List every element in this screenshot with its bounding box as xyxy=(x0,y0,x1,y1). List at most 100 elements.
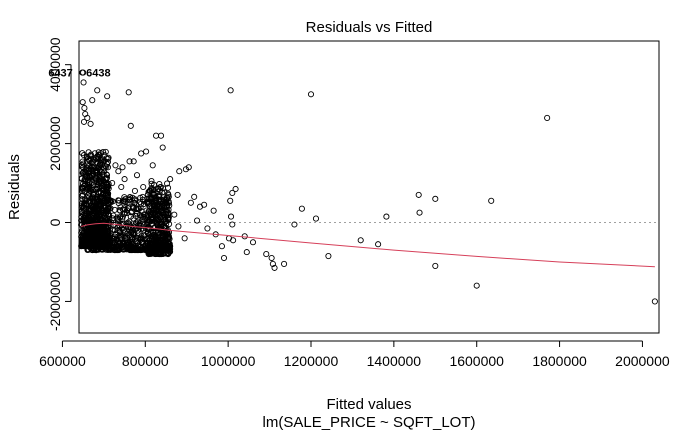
data-point-1404 xyxy=(117,204,124,211)
data-point-1761 xyxy=(383,213,390,220)
plot-area: 6437 6438 xyxy=(48,68,659,305)
data-point-1415 xyxy=(107,246,114,253)
data-point-931 xyxy=(111,206,118,213)
data-point-1720 xyxy=(143,148,150,155)
data-point-643 xyxy=(84,178,91,185)
data-point-1280 xyxy=(130,215,137,222)
data-point-1729 xyxy=(96,152,103,159)
data-point-1734 xyxy=(167,176,174,183)
data-point-1394 xyxy=(120,246,127,253)
data-point-1382 xyxy=(103,216,110,224)
data-point-277 xyxy=(102,148,109,155)
data-point-1334 xyxy=(117,228,124,235)
data-point-1704 xyxy=(94,87,101,94)
data-point-1431 xyxy=(89,219,96,226)
data-point-1751 xyxy=(268,254,275,262)
data-point-1711 xyxy=(81,105,88,112)
data-point-1778 xyxy=(171,211,178,218)
data-point-717 xyxy=(100,185,107,193)
y-tick-label-2: 2000000 xyxy=(47,116,63,171)
data-point-1728 xyxy=(176,168,183,175)
data-point-1736 xyxy=(174,191,181,198)
data-point-1749 xyxy=(249,239,257,246)
data-point-292 xyxy=(91,150,98,157)
data-point-1763 xyxy=(416,209,423,216)
data-point-1762 xyxy=(415,191,422,198)
data-point-1707 xyxy=(125,89,132,96)
data-point-1622 xyxy=(165,193,172,200)
data-point-466 xyxy=(79,188,86,195)
data-point-1669 xyxy=(148,214,155,221)
data-point-1437 xyxy=(115,246,122,253)
data-point-1767 xyxy=(488,197,495,204)
data-point-1746 xyxy=(230,237,237,244)
data-point-1225 xyxy=(125,205,132,212)
data-point-1741 xyxy=(232,185,239,193)
data-point-1189 xyxy=(116,197,123,204)
data-point-1760 xyxy=(375,241,382,248)
data-point-1735 xyxy=(154,185,161,193)
data-point-621 xyxy=(79,192,86,199)
data-point-1422 xyxy=(120,243,127,250)
data-point-1692 xyxy=(166,220,173,228)
data-point-1447 xyxy=(104,238,111,245)
data-point-1331 xyxy=(114,217,121,224)
data-point-657 xyxy=(86,157,93,165)
data-point-724 xyxy=(105,180,112,188)
data-point-1702 xyxy=(80,79,87,86)
data-point-1757 xyxy=(312,215,320,222)
x-tick-label-4: 1400000 xyxy=(367,353,422,369)
data-point-1681 xyxy=(158,213,165,221)
data-point-1731 xyxy=(104,164,112,171)
y-axis-label: Residuals xyxy=(6,154,23,220)
y-axis: -2000000 0 2000000 4000000 xyxy=(47,37,72,331)
data-point-1380 xyxy=(105,197,112,204)
data-point-1638 xyxy=(147,187,154,194)
data-point-1634 xyxy=(159,189,166,196)
data-point-1592 xyxy=(145,188,152,195)
plot-frame xyxy=(78,40,660,334)
outlier-label-6437: 6437 xyxy=(48,68,72,80)
data-point-1723 xyxy=(126,158,133,165)
data-point-716 xyxy=(97,180,105,187)
data-point-593 xyxy=(80,164,87,171)
data-point-1377 xyxy=(136,212,143,219)
data-point-1433 xyxy=(132,247,139,254)
data-point-1360 xyxy=(119,198,126,205)
data-point-1347 xyxy=(95,202,103,209)
data-point-1192 xyxy=(97,195,104,202)
data-points xyxy=(78,69,658,305)
data-point-1436 xyxy=(86,232,93,239)
data-point-1676 xyxy=(150,191,157,198)
data-point-708 xyxy=(88,172,95,179)
data-point-469 xyxy=(79,180,87,187)
data-point-1663 xyxy=(152,197,159,204)
data-point-1695 xyxy=(163,246,170,253)
data-point-1706 xyxy=(104,93,111,100)
data-point-1754 xyxy=(281,260,288,268)
data-point-1142 xyxy=(94,196,101,203)
data-point-1426 xyxy=(136,220,143,227)
data-point-1643 xyxy=(154,239,161,246)
data-point-723 xyxy=(100,165,108,172)
data-point-647 xyxy=(93,166,100,174)
y-tick-label-3: 4000000 xyxy=(47,37,63,92)
data-point-1747 xyxy=(243,249,250,256)
data-point-1628 xyxy=(150,232,157,239)
data-point-1424 xyxy=(89,246,96,254)
data-point-1645 xyxy=(165,190,172,197)
data-point-628 xyxy=(79,158,86,165)
y-tick-label-1: 0 xyxy=(47,218,63,226)
data-point-1725 xyxy=(119,164,126,171)
data-point-1788 xyxy=(118,183,125,191)
data-point-1321 xyxy=(121,234,128,242)
data-point-1710 xyxy=(544,114,551,121)
data-point-741 xyxy=(88,163,95,170)
data-point-1717 xyxy=(153,132,160,139)
data-point-1400 xyxy=(133,234,140,241)
data-point-1443 xyxy=(92,229,99,236)
data-point-1705 xyxy=(89,97,96,104)
x-tick-label-6: 1800000 xyxy=(532,353,587,369)
chart-title: Residuals vs Fitted xyxy=(306,19,433,36)
data-point-1768 xyxy=(651,298,658,305)
